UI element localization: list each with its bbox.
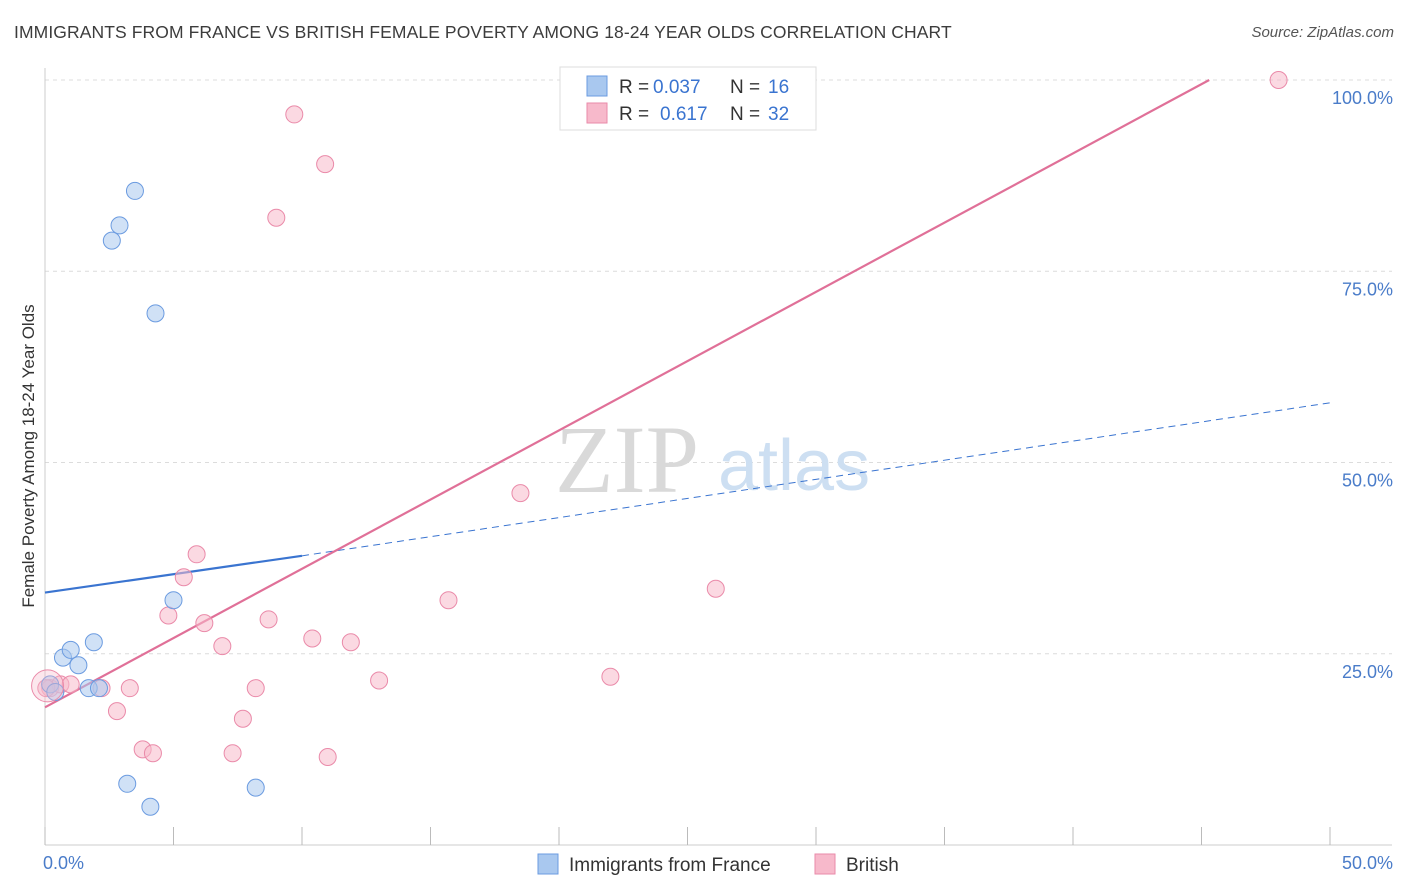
point-british-18 [285,105,304,124]
watermark-atlas: atlas [718,426,870,506]
axes [44,68,1392,846]
point-british-4 [107,702,126,721]
point-british-22 [341,633,360,652]
point-british-15 [246,679,265,698]
point-british-8 [159,606,178,625]
legend-r-value-1: 0.037 [653,77,701,98]
watermark-zip: ZIP [555,406,699,513]
point-france-7 [89,679,108,698]
point-british-17 [267,208,286,227]
bottom-legend-label-1: Immigrants from France [569,855,771,876]
point-france-4 [69,656,88,675]
point-british-20 [316,155,335,174]
point-british-21 [318,748,337,767]
legend-swatch-pink [586,102,608,124]
point-france-3 [61,640,80,659]
gridlines [45,79,1392,655]
point-cluster-origin [31,669,65,703]
x-tick-label-1: 50.0% [1342,853,1393,873]
point-british-11 [195,614,214,633]
point-british-12 [213,637,232,656]
point-france-15 [246,778,265,797]
legend-n-label-2: N = [730,104,760,125]
point-france-10 [118,774,137,793]
point-british-16 [259,610,278,629]
legend-n-value-1: 16 [768,77,789,98]
source-credit: Source: ZipAtlas.com [1251,24,1394,41]
trend-line-british [44,79,1210,709]
top-legend: R = 0.037 N = 16 R = 0.617 N = 32 [559,66,817,131]
point-british-30 [1269,71,1288,89]
trend-lines [44,79,1331,709]
point-british-13 [223,744,242,763]
point-british-14 [233,709,252,728]
point-british-5 [120,679,139,698]
point-france-12 [141,797,160,816]
point-british-7 [143,744,162,763]
bottom-legend: Immigrants from France British [537,853,899,876]
point-british-2 [61,675,80,694]
legend-n-label-1: N = [730,77,760,98]
x-tick-label-0: 0.0% [43,853,84,873]
y-tick-label-2: 75.0% [1342,279,1393,299]
point-france-8 [102,231,121,250]
bottom-legend-label-2: British [846,855,899,876]
trend-line-france-dashed [301,402,1331,557]
point-france-6 [84,633,103,652]
legend-r-label-2: R = [619,104,649,125]
point-british-9 [174,568,193,587]
y-tick-label-1: 50.0% [1342,471,1393,491]
point-british-19 [303,629,322,648]
point-british-28 [706,579,725,598]
watermark: ZIP atlas [555,406,870,513]
y-axis-label: Female Poverty Among 18-24 Year Olds [19,304,38,607]
y-tick-label-3: 100.0% [1332,88,1393,108]
trend-line-france-solid [44,554,303,594]
bottom-legend-swatch-blue [537,853,559,875]
legend-r-value-2: 0.617 [660,104,708,125]
legend-swatch-blue [586,75,608,97]
point-france-11 [125,181,144,200]
point-france-13 [146,304,165,323]
bottom-legend-swatch-pink [814,853,836,875]
point-british-23 [370,671,389,690]
tick-labels: 25.0% 50.0% 75.0% 100.0% 0.0% 50.0% [43,88,1393,873]
y-tick-label-0: 25.0% [1342,662,1393,682]
point-france-9 [110,216,129,235]
point-british-27 [601,667,620,686]
point-british-10 [187,545,206,564]
chart-title: IMMIGRANTS FROM FRANCE VS BRITISH FEMALE… [14,22,952,42]
point-british-24 [439,591,458,610]
legend-r-label-1: R = [619,77,649,98]
point-british-25 [511,484,530,503]
legend-n-value-2: 32 [768,104,789,125]
point-france-14 [164,591,183,610]
